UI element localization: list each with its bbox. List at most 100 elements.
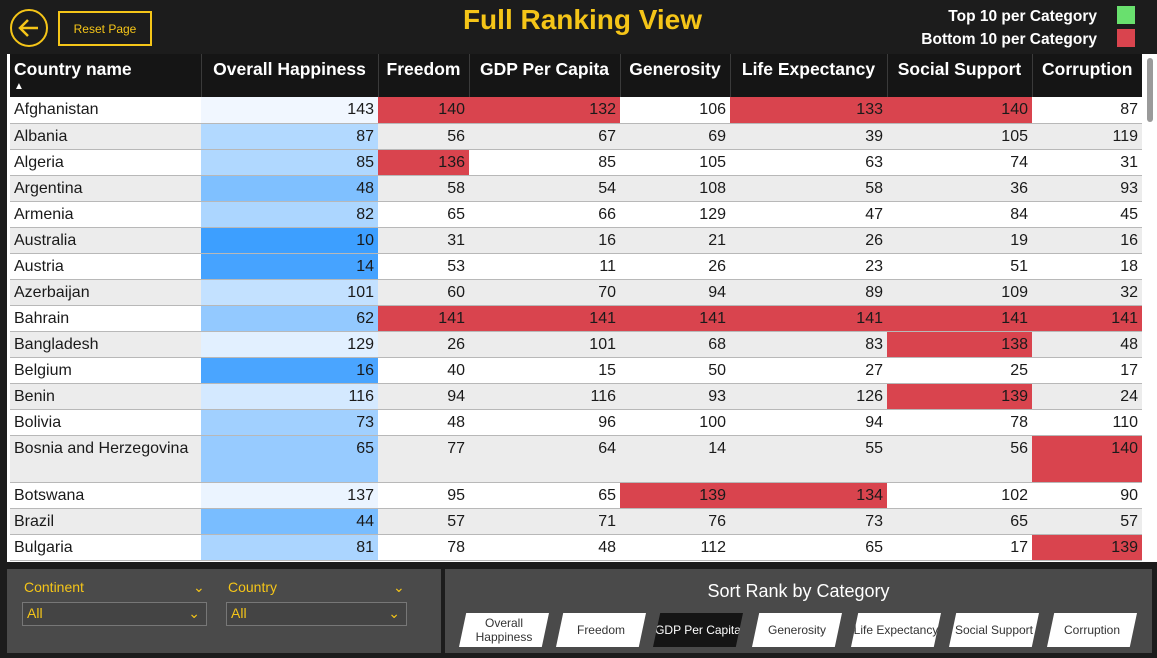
sort-button-corruption[interactable]: Corruption [1047, 613, 1137, 647]
sort-button-freedom[interactable]: Freedom [556, 613, 646, 647]
country-select-value: All [231, 605, 247, 621]
table-row[interactable]: Afghanistan 143 140 132 106 133 140 87 [10, 97, 1142, 124]
reset-page-button[interactable]: Reset Page [58, 11, 152, 46]
cell-life-expectancy: 63 [730, 149, 887, 176]
cell-freedom: 31 [378, 227, 469, 254]
sort-button-generosity[interactable]: Generosity [752, 613, 842, 647]
table-header-row: Country name ▲ Overall Happiness Freedom … [10, 54, 1142, 97]
cell-life-expectancy: 83 [730, 331, 887, 358]
column-header-social-support[interactable]: Social Support [886, 54, 1032, 97]
table-row[interactable]: Benin 116 94 116 93 126 139 24 [10, 383, 1142, 410]
country-select[interactable]: All ⌄ [226, 602, 407, 626]
cell-country-name: Austria [10, 253, 201, 280]
cell-freedom: 60 [378, 279, 469, 306]
cell-overall-happiness: 14 [201, 253, 378, 280]
cell-overall-happiness: 129 [201, 331, 378, 358]
table-row[interactable]: Armenia 82 65 66 129 47 84 45 [10, 201, 1142, 228]
sort-button-overall-happiness[interactable]: Overall Happiness [459, 613, 549, 647]
table-row[interactable]: Algeria 85 136 85 105 63 74 31 [10, 149, 1142, 176]
cell-life-expectancy: 23 [730, 253, 887, 280]
country-collapse-icon[interactable]: ⌄ [393, 579, 405, 595]
table-row[interactable]: Bolivia 73 48 96 100 94 78 110 [10, 409, 1142, 436]
table-row[interactable]: Belgium 16 40 15 50 27 25 17 [10, 357, 1142, 384]
cell-gdp-per-capita: 96 [469, 409, 620, 436]
cell-freedom: 48 [378, 409, 469, 436]
column-header-overall-happiness[interactable]: Overall Happiness [200, 54, 378, 97]
cell-corruption: 32 [1032, 279, 1142, 306]
cell-gdp-per-capita: 141 [469, 305, 620, 332]
table-row[interactable]: Botswana 137 95 65 139 134 102 90 [10, 482, 1142, 509]
cell-gdp-per-capita: 67 [469, 123, 620, 150]
cell-country-name: Brazil [10, 508, 201, 535]
cell-overall-happiness: 116 [201, 383, 378, 410]
continent-filter-label: Continent [24, 579, 84, 595]
cell-gdp-per-capita: 85 [469, 149, 620, 176]
cell-freedom: 65 [378, 201, 469, 228]
cell-overall-happiness: 85 [201, 149, 378, 176]
column-header-gdp-per-capita[interactable]: GDP Per Capita [468, 54, 620, 97]
cell-social-support: 109 [887, 279, 1032, 306]
sort-panel-title: Sort Rank by Category [707, 581, 890, 601]
cell-life-expectancy: 58 [730, 175, 887, 202]
table-row[interactable]: Bulgaria 81 78 48 112 65 17 139 [10, 534, 1142, 561]
continent-collapse-icon[interactable]: ⌄ [193, 579, 205, 595]
column-header-freedom[interactable]: Freedom [377, 54, 469, 97]
cell-life-expectancy: 65 [730, 534, 887, 561]
cell-corruption: 16 [1032, 227, 1142, 254]
table-row[interactable]: Bosnia and Herzegovina 65 77 64 14 55 56 140 [10, 435, 1142, 483]
column-header-life-expectancy[interactable]: Life Expectancy [729, 54, 887, 97]
legend-bottom-label: Bottom 10 per Category [921, 31, 1097, 48]
table-scrollbar[interactable] [1147, 58, 1153, 122]
cell-country-name: Australia [10, 227, 201, 254]
cell-freedom: 58 [378, 175, 469, 202]
cell-generosity: 94 [620, 279, 730, 306]
cell-social-support: 36 [887, 175, 1032, 202]
cell-corruption: 110 [1032, 409, 1142, 436]
cell-country-name: Belgium [10, 357, 201, 384]
cell-country-name: Albania [10, 123, 201, 150]
cell-life-expectancy: 27 [730, 357, 887, 384]
legend-top: Top 10 per Category [948, 6, 1135, 26]
column-header-generosity[interactable]: Generosity [619, 54, 730, 97]
cell-country-name: Bolivia [10, 409, 201, 436]
table-row[interactable]: Azerbaijan 101 60 70 94 89 109 32 [10, 279, 1142, 306]
back-button[interactable] [10, 9, 48, 47]
column-header-label: Country name [14, 59, 132, 79]
table-row[interactable]: Albania 87 56 67 69 39 105 119 [10, 123, 1142, 150]
cell-life-expectancy: 26 [730, 227, 887, 254]
sort-panel: Sort Rank by Category Overall Happiness … [445, 569, 1152, 653]
cell-social-support: 138 [887, 331, 1032, 358]
page-title: Full Ranking View [462, 4, 703, 35]
table-row[interactable]: Argentina 48 58 54 108 58 36 93 [10, 175, 1142, 202]
cell-generosity: 141 [620, 305, 730, 332]
table-row[interactable]: Brazil 44 57 71 76 73 65 57 [10, 508, 1142, 535]
table-row[interactable]: Bahrain 62 141 141 141 141 141 141 [10, 305, 1142, 332]
cell-corruption: 17 [1032, 357, 1142, 384]
chevron-down-icon: ⌄ [188, 605, 200, 621]
cell-overall-happiness: 101 [201, 279, 378, 306]
cell-generosity: 108 [620, 175, 730, 202]
cell-gdp-per-capita: 132 [469, 97, 620, 124]
cell-overall-happiness: 44 [201, 508, 378, 535]
cell-overall-happiness: 81 [201, 534, 378, 561]
cell-social-support: 84 [887, 201, 1032, 228]
sort-button-gdp-per-capita[interactable]: GDP Per Capita [653, 613, 743, 647]
cell-life-expectancy: 134 [730, 482, 887, 509]
table-row[interactable]: Bangladesh 129 26 101 68 83 138 48 [10, 331, 1142, 358]
cell-social-support: 102 [887, 482, 1032, 509]
sort-button-life-expectancy[interactable]: Life Expectancy [851, 613, 941, 647]
cell-social-support: 78 [887, 409, 1032, 436]
cell-social-support: 25 [887, 357, 1032, 384]
sort-button-social-support[interactable]: Social Support [949, 613, 1039, 647]
continent-select[interactable]: All ⌄ [22, 602, 207, 626]
cell-generosity: 50 [620, 357, 730, 384]
cell-gdp-per-capita: 101 [469, 331, 620, 358]
cell-life-expectancy: 133 [730, 97, 887, 124]
cell-corruption: 140 [1032, 435, 1142, 483]
panel-divider [441, 569, 445, 653]
cell-corruption: 90 [1032, 482, 1142, 509]
table-row[interactable]: Australia 10 31 16 21 26 19 16 [10, 227, 1142, 254]
column-header-corruption[interactable]: Corruption [1031, 54, 1142, 97]
table-row[interactable]: Austria 14 53 11 26 23 51 18 [10, 253, 1142, 280]
column-header-country[interactable]: Country name ▲ [10, 54, 201, 97]
